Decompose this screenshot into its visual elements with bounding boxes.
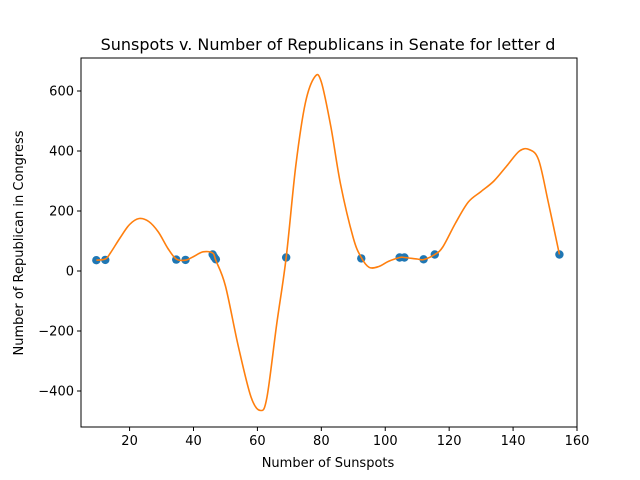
- x-axis-label: Number of Sunspots: [262, 456, 395, 471]
- x-axis: 20 40 60 80 100 120 140 160: [121, 427, 589, 449]
- x-tick-label-3: 80: [313, 434, 330, 449]
- y-tick-label-1: −200: [38, 325, 74, 340]
- x-tick-label-1: 40: [185, 434, 202, 449]
- y-axis: −400 −200 0 200 400 600: [38, 85, 81, 400]
- y-tick-label-3: 200: [49, 205, 74, 220]
- y-tick-label-2: 0: [66, 265, 74, 280]
- fit-curve: [96, 73, 561, 412]
- y-axis-label: Number of Republican in Congress: [12, 130, 27, 355]
- x-tick-label-0: 20: [121, 434, 138, 449]
- y-tick-label-5: 600: [49, 85, 74, 100]
- x-tick-label-6: 140: [501, 434, 526, 449]
- x-tick-label-4: 100: [373, 434, 398, 449]
- chart-title: Sunspots v. Number of Republicans in Sen…: [101, 35, 556, 54]
- x-tick-label-7: 160: [565, 434, 590, 449]
- y-tick-label-0: −400: [38, 385, 74, 400]
- y-tick-label-4: 400: [49, 145, 74, 160]
- x-tick-label-5: 120: [437, 434, 462, 449]
- x-tick-label-2: 60: [249, 434, 266, 449]
- plot-area: [92, 73, 564, 412]
- plot-frame: [80, 57, 578, 428]
